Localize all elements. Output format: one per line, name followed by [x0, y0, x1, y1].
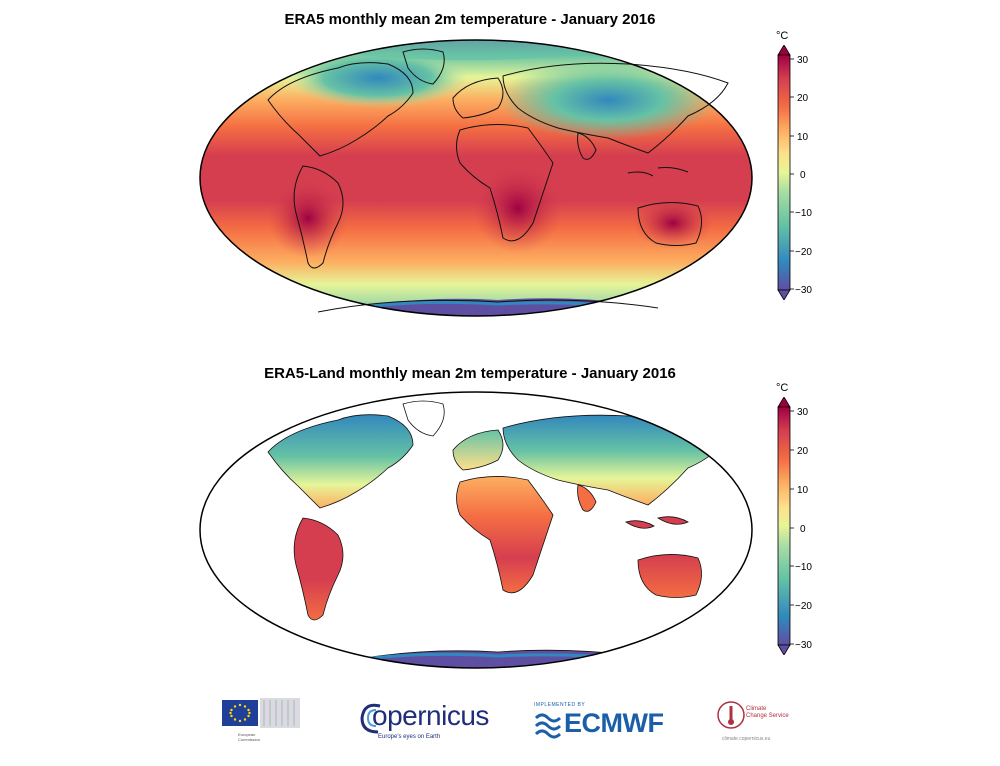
cbar1-tick-0: 0	[800, 170, 806, 181]
cbar1-tick-m20: −20	[795, 247, 812, 258]
cbar2-tick-20: 20	[797, 446, 809, 457]
copernicus-swirl-icon	[360, 703, 381, 734]
logo-strip: European Commission opernicus Europe's e…	[0, 690, 1000, 750]
ecmwf-implemented-by: IMPLEMENTED BY	[534, 702, 586, 708]
colorbar-unit-2: °C	[776, 382, 789, 394]
colorbar-1: 30 20 10 0 −10 −20 −30	[777, 45, 812, 300]
copernicus-name: opernicus	[372, 700, 489, 731]
era5-land-temperature-map	[198, 390, 754, 670]
eu-label-line1: European	[238, 732, 256, 737]
c3s-line2: Change Service	[746, 713, 789, 719]
thermometer-icon	[717, 701, 745, 729]
cbar1-tick-20: 20	[797, 93, 809, 104]
cbar2-tick-m10: −10	[795, 562, 812, 573]
cbar2-tick-30: 30	[797, 407, 809, 418]
cbar2-tick-10: 10	[797, 485, 809, 496]
eu-label-line2: Commission	[238, 737, 261, 742]
c3s-url: climate.copernicus.eu	[722, 736, 771, 742]
copernicus-tagline: Europe's eyes on Earth	[378, 734, 441, 740]
cbar1-tick-10: 10	[797, 132, 809, 143]
panel-title-era5: ERA5 monthly mean 2m temperature - Janua…	[284, 11, 656, 28]
colorbar-unit-1: °C	[776, 30, 789, 42]
era5-temperature-map	[199, 39, 753, 317]
c3s-logo: Climate Change Service climate.copernicu…	[716, 698, 796, 748]
ecmwf-name: ECMWF	[564, 708, 664, 738]
ecmwf-logo: IMPLEMENTED BY ECMWF	[530, 698, 680, 748]
copernicus-logo: opernicus Europe's eyes on Earth	[356, 698, 489, 748]
ecmwf-wave-icon	[534, 713, 562, 739]
panel-title-era5-land: ERA5-Land monthly mean 2m temperature - …	[264, 365, 676, 382]
eu-commission-logo: European Commission	[222, 698, 302, 748]
cbar1-tick-m30: −30	[795, 285, 812, 296]
cbar1-tick-m10: −10	[795, 208, 812, 219]
cbar1-tick-30: 30	[797, 55, 809, 66]
cbar2-tick-m30: −30	[795, 640, 812, 651]
cbar2-tick-m20: −20	[795, 601, 812, 612]
colorbar-2: 30 20 10 0 −10 −20 −30	[777, 397, 812, 655]
eu-flag-icon	[222, 698, 300, 728]
cbar2-tick-0: 0	[800, 524, 806, 535]
c3s-line1: Climate	[746, 706, 767, 712]
